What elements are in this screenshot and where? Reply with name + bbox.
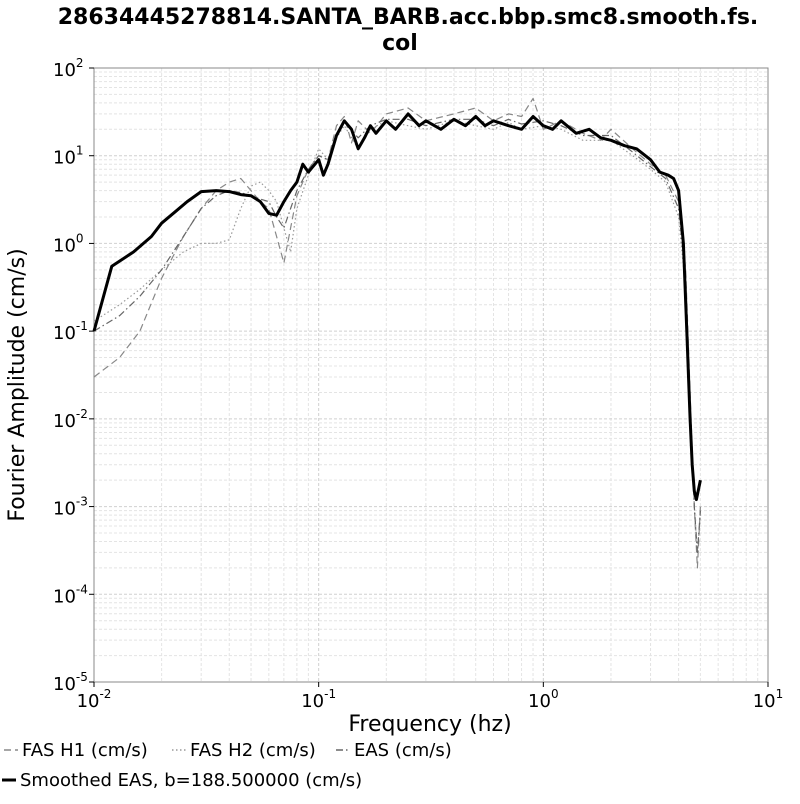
legend: FAS H1 (cm/s) FAS H2 (cm/s) EAS (cm/s) Smoo… bbox=[2, 740, 452, 791]
y-tick-label: 10-2 bbox=[53, 407, 88, 432]
plot-frame bbox=[93, 67, 769, 683]
y-tick-label: 102 bbox=[53, 56, 84, 81]
x-tick-label: 100 bbox=[528, 687, 559, 712]
x-tick-label: 101 bbox=[753, 687, 784, 712]
series-layer bbox=[92, 97, 702, 569]
y-axis-label: Fourier Amplitude (cm/s) bbox=[5, 248, 30, 521]
x-tick-label: 10-1 bbox=[301, 687, 336, 712]
x-axis-label: Frequency (hz) bbox=[348, 712, 511, 737]
y-tick-label: 10-4 bbox=[53, 582, 88, 607]
y-tick-label: 10-1 bbox=[53, 319, 88, 344]
chart-title-line-1: 28634445278814.SANTA_BARB.acc.bbp.smc8.s… bbox=[58, 5, 759, 30]
y-tick-label: 100 bbox=[53, 231, 84, 256]
legend-label-3: EAS (cm/s) bbox=[354, 740, 452, 761]
tick-layer: 10-2 10-1 100 10110-510-410-310-210-1100101… bbox=[53, 56, 783, 712]
y-tick-label: 10-3 bbox=[53, 495, 88, 520]
chart-title-line-2: col bbox=[382, 31, 418, 56]
y-tick-label: 101 bbox=[53, 144, 84, 169]
grid-layer bbox=[93, 68, 768, 683]
series-line-3 bbox=[93, 118, 701, 553]
legend-label-1: FAS H1 (cm/s) bbox=[22, 740, 148, 761]
series-line-4 bbox=[92, 112, 702, 502]
x-tick-label: 10-2 bbox=[77, 687, 112, 712]
series-line-2 bbox=[93, 120, 701, 553]
legend-label-4: Smoothed EAS, b=188.500000 (cm/s) bbox=[20, 770, 362, 791]
legend-label-2: FAS H2 (cm/s) bbox=[190, 740, 316, 761]
